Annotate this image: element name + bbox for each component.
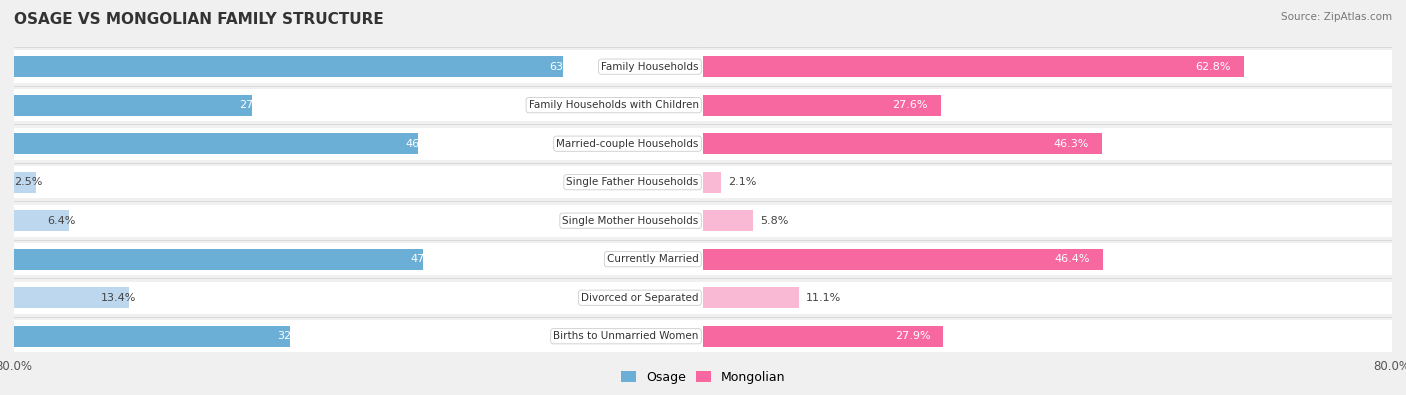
Bar [703, 320, 1392, 352]
Bar [703, 282, 1392, 314]
Text: 63.7%: 63.7% [550, 62, 585, 71]
Bar [703, 248, 1102, 270]
Bar [14, 205, 703, 237]
Text: OSAGE VS MONGOLIAN FAMILY STRUCTURE: OSAGE VS MONGOLIAN FAMILY STRUCTURE [14, 12, 384, 27]
Text: 32.1%: 32.1% [277, 331, 314, 341]
Text: 46.3%: 46.3% [1053, 139, 1088, 149]
Text: Source: ZipAtlas.com: Source: ZipAtlas.com [1281, 12, 1392, 22]
Text: Single Mother Households: Single Mother Households [562, 216, 699, 226]
Text: 47.5%: 47.5% [411, 254, 446, 264]
Text: 2.1%: 2.1% [728, 177, 756, 187]
Bar [14, 56, 562, 77]
Bar [703, 205, 1392, 237]
Bar [14, 325, 291, 347]
Text: Births to Unmarried Women: Births to Unmarried Women [554, 331, 699, 341]
Text: 46.9%: 46.9% [405, 139, 440, 149]
Text: Currently Married: Currently Married [607, 254, 699, 264]
Bar [14, 89, 703, 121]
Bar [703, 51, 1392, 83]
Bar [703, 325, 943, 347]
Text: 27.6%: 27.6% [893, 100, 928, 110]
Bar [14, 243, 703, 275]
Text: 5.8%: 5.8% [759, 216, 789, 226]
Text: Family Households: Family Households [602, 62, 699, 71]
Bar [14, 282, 703, 314]
Text: 27.9%: 27.9% [894, 331, 931, 341]
Bar [703, 133, 1102, 154]
Text: Single Father Households: Single Father Households [567, 177, 699, 187]
Bar [703, 166, 1392, 198]
Bar [703, 128, 1392, 160]
Text: 27.6%: 27.6% [239, 100, 274, 110]
Bar [703, 94, 941, 116]
Bar [14, 248, 423, 270]
Bar [703, 287, 799, 308]
Bar [14, 128, 703, 160]
Text: 62.8%: 62.8% [1195, 62, 1230, 71]
Text: 2.5%: 2.5% [14, 177, 42, 187]
Text: Married-couple Households: Married-couple Households [557, 139, 699, 149]
Bar [14, 94, 252, 116]
Bar [703, 210, 754, 231]
Text: 6.4%: 6.4% [48, 216, 76, 226]
Text: Family Households with Children: Family Households with Children [529, 100, 699, 110]
Bar [703, 89, 1392, 121]
Bar [14, 166, 703, 198]
Text: 13.4%: 13.4% [101, 293, 136, 303]
Bar [703, 171, 721, 193]
Bar [14, 51, 703, 83]
Bar [14, 287, 129, 308]
Text: 11.1%: 11.1% [806, 293, 841, 303]
Bar [703, 243, 1392, 275]
Text: Divorced or Separated: Divorced or Separated [581, 293, 699, 303]
Bar [703, 56, 1244, 77]
Bar [14, 320, 703, 352]
Bar [14, 133, 418, 154]
Bar [14, 171, 35, 193]
Legend: Osage, Mongolian: Osage, Mongolian [616, 366, 790, 389]
Bar [14, 210, 69, 231]
Text: 46.4%: 46.4% [1054, 254, 1090, 264]
